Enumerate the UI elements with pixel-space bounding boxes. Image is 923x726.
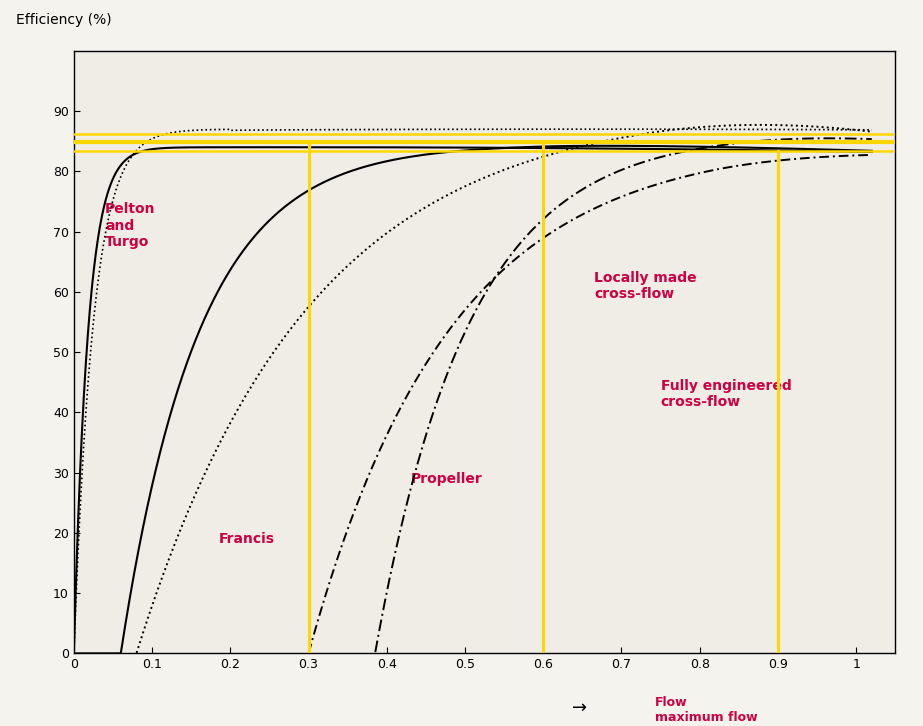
Text: Propeller: Propeller	[410, 472, 482, 486]
Text: →: →	[572, 699, 587, 717]
Text: Fully engineered
cross-flow: Fully engineered cross-flow	[661, 379, 791, 409]
Text: Efficiency (%): Efficiency (%)	[17, 13, 112, 27]
Text: Locally made
cross-flow: Locally made cross-flow	[594, 271, 697, 301]
Text: Francis: Francis	[219, 532, 274, 546]
Text: Pelton
and
Turgo: Pelton and Turgo	[105, 203, 156, 249]
Text: Flow
maximum flow: Flow maximum flow	[655, 696, 758, 724]
